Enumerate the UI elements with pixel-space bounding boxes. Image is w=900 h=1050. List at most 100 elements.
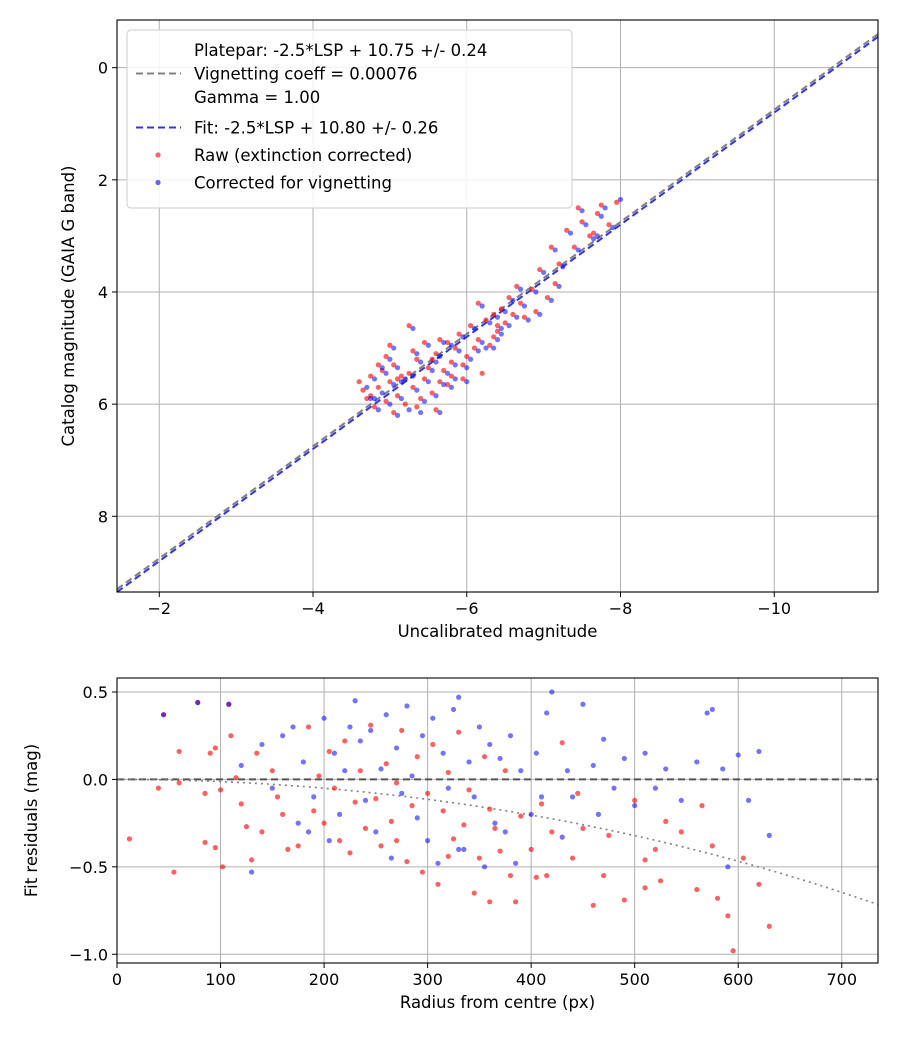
data-point <box>305 724 312 730</box>
data-point <box>259 741 265 748</box>
data-point <box>617 196 624 203</box>
data-point <box>404 703 410 709</box>
data-point <box>699 803 705 809</box>
data-point <box>632 797 638 803</box>
data-point <box>559 834 565 840</box>
data-point <box>238 801 244 807</box>
data-point <box>378 843 384 849</box>
data-point <box>538 801 545 807</box>
data-point <box>571 244 577 250</box>
data-point <box>497 755 503 762</box>
data-point <box>202 790 208 796</box>
data-point <box>212 745 218 751</box>
data-point <box>445 853 451 859</box>
chart-panel-bottom: 0 100 200 300 400 500 600 700 0.5 0.0 −0.5 −1.0 Radi… <box>22 677 879 1012</box>
x-tick-label: 300 <box>412 970 443 989</box>
data-point <box>202 839 208 845</box>
data-point <box>756 748 762 755</box>
data-point <box>533 289 539 295</box>
data-point <box>481 754 488 760</box>
data-point <box>766 923 772 929</box>
data-point <box>475 348 481 354</box>
data-point <box>280 733 286 739</box>
data-point <box>375 384 381 390</box>
data-point <box>506 323 512 329</box>
y-axis-label: Fit residuals (mag) <box>22 744 41 897</box>
data-point <box>517 286 524 292</box>
legend-label: Raw (extinction corrected) <box>194 146 412 165</box>
axes-frame <box>116 19 879 593</box>
data-point <box>556 283 562 289</box>
data-point <box>569 794 576 800</box>
legend-dot-marker <box>155 179 161 186</box>
data-point <box>364 384 370 390</box>
data-point <box>452 345 458 351</box>
data-point <box>280 811 286 817</box>
data-point <box>471 325 478 332</box>
data-point <box>342 738 348 744</box>
y-tick-label: 6 <box>98 395 108 414</box>
data-point <box>226 701 232 707</box>
data-point <box>171 869 177 875</box>
x-axis-label: Uncalibrated magnitude <box>398 622 598 641</box>
data-point <box>425 365 431 371</box>
data-point <box>357 768 363 774</box>
data-point <box>544 294 551 301</box>
data-point <box>461 822 467 828</box>
plot-area <box>117 689 878 954</box>
data-point <box>371 404 378 410</box>
data-point <box>398 395 405 402</box>
fit-line <box>117 36 878 592</box>
data-point <box>487 899 493 905</box>
data-point <box>399 727 405 734</box>
data-point <box>441 367 447 374</box>
data-point <box>580 701 586 707</box>
data-point <box>394 393 401 399</box>
data-point <box>460 334 466 340</box>
data-point <box>285 846 291 852</box>
data-point <box>352 698 358 704</box>
data-point <box>590 230 597 236</box>
data-point <box>466 787 472 793</box>
data-point <box>528 811 534 817</box>
data-point <box>601 736 607 742</box>
data-point <box>549 689 555 695</box>
data-point <box>549 829 555 835</box>
data-point <box>290 724 296 730</box>
data-point <box>425 379 431 385</box>
data-point <box>195 699 201 706</box>
data-point <box>248 869 255 875</box>
data-point <box>233 775 239 781</box>
data-point <box>444 370 451 376</box>
data-point <box>248 857 255 863</box>
data-point <box>414 404 420 410</box>
data-point <box>552 280 558 287</box>
data-point <box>421 339 428 346</box>
y-tick-label: 0 <box>98 59 108 78</box>
legend: Platepar: -2.5*LSP + 10.75 +/- 0.24 Vigne… <box>126 29 573 209</box>
data-point <box>544 872 550 879</box>
grid <box>116 678 878 963</box>
data-point <box>514 314 520 320</box>
data-point <box>391 345 397 351</box>
data-point <box>450 836 457 842</box>
data-point <box>357 738 363 744</box>
data-point <box>498 331 504 337</box>
data-point <box>564 768 570 774</box>
data-point <box>498 306 504 312</box>
data-point <box>491 311 497 318</box>
data-point <box>425 342 431 348</box>
data-point <box>521 303 528 309</box>
data-point <box>430 715 436 721</box>
data-point <box>406 370 412 376</box>
data-point <box>399 790 405 796</box>
data-point <box>220 864 226 870</box>
x-tick-label: 100 <box>205 970 236 989</box>
data-point <box>533 309 539 315</box>
data-point <box>506 294 512 301</box>
data-point <box>694 886 700 893</box>
data-point <box>394 412 401 418</box>
data-point <box>176 748 182 755</box>
data-point <box>311 794 317 800</box>
platepar-line <box>117 33 878 591</box>
